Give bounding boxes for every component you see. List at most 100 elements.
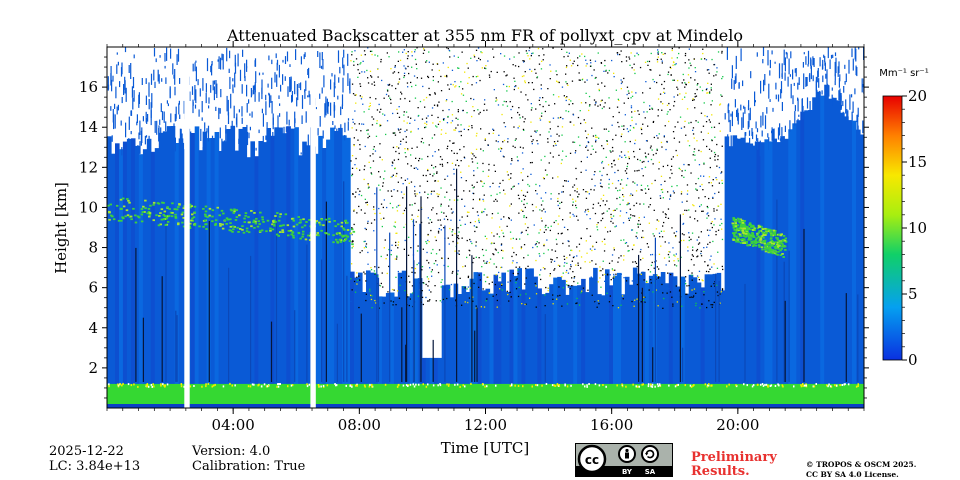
- noise-speckle: [681, 201, 683, 203]
- heatmap-speckle: [343, 64, 345, 76]
- noise-speckle: [361, 71, 363, 73]
- noise-speckle: [472, 207, 474, 209]
- noise-speckle: [627, 250, 629, 252]
- aerosol-layer-evening: [768, 245, 772, 248]
- heatmap-speckle: [727, 104, 729, 114]
- heatmap-column: [465, 292, 471, 408]
- aerosol-layer-morning: [180, 213, 184, 216]
- aerosol-layer-morning: [299, 218, 302, 221]
- boundary-speckle: [150, 383, 153, 386]
- boundary-speckle: [531, 385, 533, 388]
- heatmap-speckle: [234, 72, 236, 88]
- noise-speckle: [407, 296, 409, 298]
- noise-speckle: [352, 118, 354, 121]
- heatmap-speckle: [781, 63, 783, 79]
- aerosol-layer-evening: [777, 239, 781, 242]
- noise-speckle: [482, 170, 484, 173]
- noise-speckle: [657, 305, 659, 307]
- aerosol-layer-evening: [736, 224, 740, 227]
- noise-speckle: [579, 110, 581, 112]
- noise-speckle: [557, 125, 559, 128]
- heatmap-speckle: [735, 55, 737, 69]
- noise-speckle: [622, 307, 624, 309]
- noise-speckle: [537, 143, 539, 145]
- noise-speckle: [495, 274, 497, 276]
- heatmap-speckle: [301, 115, 303, 124]
- noise-speckle: [593, 99, 596, 101]
- noise-speckle: [459, 277, 461, 279]
- heatmap-speckle: [822, 75, 824, 83]
- noise-speckle: [377, 68, 379, 70]
- noise-speckle: [461, 237, 463, 239]
- boundary-speckle: [413, 385, 416, 388]
- noise-speckle: [405, 111, 408, 113]
- noise-speckle: [687, 190, 689, 192]
- noise-speckle: [565, 73, 567, 75]
- aerosol-layer-morning: [308, 239, 312, 241]
- boundary-speckle: [735, 384, 737, 387]
- noise-speckle: [662, 292, 664, 294]
- noise-speckle: [490, 70, 492, 73]
- noise-speckle: [707, 264, 709, 266]
- noise-speckle: [627, 290, 629, 293]
- noise-speckle: [719, 103, 722, 105]
- noise-speckle: [486, 109, 488, 111]
- noise-speckle: [592, 135, 595, 137]
- noise-speckle: [446, 47, 448, 49]
- noise-speckle: [683, 163, 685, 166]
- noise-speckle: [627, 203, 629, 205]
- noise-speckle: [507, 293, 509, 296]
- noise-speckle: [715, 284, 718, 286]
- noise-speckle: [700, 250, 702, 252]
- heatmap-speckle: [319, 93, 321, 99]
- noise-speckle: [397, 83, 399, 85]
- noise-speckle: [482, 288, 484, 290]
- noise-speckle: [394, 226, 396, 228]
- noise-speckle: [386, 254, 388, 256]
- noise-speckle: [675, 265, 678, 267]
- aerosol-layer-evening: [754, 239, 758, 241]
- noise-speckle: [363, 240, 365, 243]
- noise-speckle: [451, 100, 453, 103]
- noise-speckle: [659, 195, 661, 197]
- heatmap-speckle: [815, 80, 817, 84]
- heatmap-speckle: [112, 75, 114, 82]
- noise-speckle: [513, 56, 515, 58]
- noise-speckle: [721, 228, 723, 230]
- noise-speckle: [386, 206, 388, 209]
- noise-speckle: [482, 150, 484, 152]
- noise-speckle: [427, 239, 429, 242]
- aerosol-layer-morning: [122, 197, 125, 200]
- noise-speckle: [668, 242, 670, 244]
- noise-speckle: [686, 209, 688, 212]
- noise-speckle: [423, 49, 426, 51]
- noise-speckle: [563, 255, 565, 257]
- noise-speckle: [597, 281, 599, 283]
- noise-speckle: [572, 103, 574, 105]
- noise-speckle: [561, 159, 563, 161]
- heatmap-speckle: [250, 88, 252, 98]
- noise-speckle: [439, 219, 441, 221]
- noise-speckle: [377, 76, 379, 78]
- noise-speckle: [634, 72, 636, 75]
- noise-speckle: [642, 123, 644, 125]
- aerosol-layer-evening: [770, 234, 773, 237]
- noise-speckle: [720, 203, 722, 205]
- boundary-speckle: [448, 383, 450, 386]
- noise-speckle: [565, 180, 567, 182]
- noise-speckle: [473, 282, 475, 285]
- noise-speckle: [368, 186, 370, 188]
- noise-speckle: [554, 103, 556, 105]
- noise-speckle: [577, 64, 579, 67]
- heatmap-speckle: [339, 66, 341, 74]
- noise-speckle: [594, 77, 596, 79]
- dark-streak: [845, 293, 847, 382]
- noise-speckle: [565, 81, 567, 83]
- noise-speckle: [655, 228, 658, 230]
- noise-speckle: [450, 219, 452, 221]
- noise-speckle: [402, 183, 404, 185]
- noise-speckle: [501, 229, 503, 232]
- aerosol-layer-morning: [231, 225, 235, 228]
- noise-speckle: [382, 182, 384, 184]
- noise-speckle: [601, 174, 603, 177]
